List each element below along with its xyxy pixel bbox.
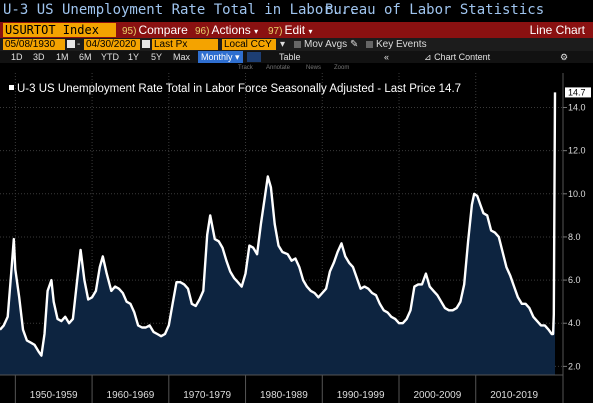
- unemployment-chart: 2.0 4.0 6.0 8.0 10.0 12.0 14.0 1950-1959 1960-1…: [0, 73, 593, 403]
- x-tick-label: 1980-1989: [260, 390, 308, 401]
- annotate-tool[interactable]: Annotate: [266, 65, 291, 71]
- y-axis-labels: 2.0 4.0 6.0 8.0 10.0 12.0 14.0: [563, 103, 586, 371]
- price-field-dropdown[interactable]: Last Px: [152, 39, 218, 50]
- periodicity-label: Monthly: [201, 52, 233, 62]
- window-title: U-3 US Unemployment Rate Total in Labor.…: [3, 2, 358, 18]
- range-button-max[interactable]: Max: [173, 52, 191, 62]
- actions-menu-label: Actions: [211, 23, 251, 37]
- chevron-down-icon[interactable]: ▾: [280, 39, 286, 50]
- x-tick-label: 1960-1969: [107, 390, 155, 401]
- line-chart-icon[interactable]: [247, 52, 261, 62]
- periodicity-dropdown[interactable]: Monthly ▾: [198, 51, 243, 63]
- compare-menu[interactable]: 95) Compare: [122, 23, 188, 38]
- chevron-down-icon: ▾: [235, 52, 240, 62]
- range-bar: 1D 3D 1M 6M YTD 1Y 5Y Max Monthly ▾ Tabl…: [0, 51, 593, 63]
- chart-content-label: Chart Content: [434, 52, 491, 62]
- chart-icon: ⊿: [424, 52, 432, 62]
- edit-menu-label: Edit: [284, 23, 306, 37]
- y-tick-label: 4.0: [568, 318, 581, 328]
- range-button-1y[interactable]: 1Y: [128, 52, 140, 62]
- x-tick-label: 1970-1979: [183, 390, 231, 401]
- chart-tools-bar: Track Annotate News Zoom: [0, 63, 593, 73]
- x-tick-label: 1950-1959: [30, 390, 78, 401]
- edit-menu-number: 97): [268, 26, 283, 37]
- chevron-down-icon: ▾: [308, 27, 313, 36]
- chevron-down-icon: ▾: [254, 27, 259, 36]
- legend: U-3 US Unemployment Rate Total in Labor …: [9, 83, 461, 95]
- chart-content-button[interactable]: ⊿ Chart Content: [424, 51, 490, 63]
- range-button-1m[interactable]: 1M: [56, 52, 69, 62]
- x-tick-label: 1990-1999: [337, 390, 385, 401]
- end-date-field[interactable]: 04/30/2020: [84, 39, 140, 50]
- track-tool[interactable]: Track: [238, 65, 253, 71]
- x-tick-label: 2010-2019: [490, 390, 538, 401]
- table-button[interactable]: Table: [279, 52, 301, 62]
- data-source: Bureau of Labor Statistics: [325, 2, 545, 18]
- range-button-5y[interactable]: 5Y: [151, 52, 163, 62]
- legend-swatch: [9, 85, 14, 90]
- key-events-toggle[interactable]: Key Events: [366, 38, 427, 51]
- y-tick-label: 10.0: [568, 189, 586, 199]
- y-tick-label: 8.0: [568, 232, 581, 242]
- start-date-field[interactable]: 05/08/1930: [3, 39, 65, 50]
- y-tick-label: 12.0: [568, 146, 586, 156]
- compare-menu-label: Compare: [138, 23, 188, 37]
- command-bar: USURTOT Index 95) Compare 96) Actions ▾ 97…: [0, 22, 593, 38]
- x-axis-labels: 1950-1959 1960-1969 1970-1979 1980-1989 1990…: [14, 375, 538, 403]
- range-button-3d[interactable]: 3D: [33, 52, 45, 62]
- view-type-label: Line Chart: [529, 23, 585, 37]
- gear-icon[interactable]: ⚙: [560, 52, 569, 62]
- mov-avgs-toggle[interactable]: Mov Avgs ✎: [294, 38, 358, 51]
- actions-menu[interactable]: 96) Actions ▾: [195, 23, 258, 38]
- last-price-badge: 14.7: [565, 87, 591, 98]
- checkbox-icon: [366, 41, 373, 48]
- y-tick-label: 6.0: [568, 275, 581, 285]
- compare-menu-number: 95): [122, 26, 137, 37]
- y-tick-label: 14.0: [568, 103, 586, 113]
- calendar-icon[interactable]: [67, 40, 75, 48]
- currency-dropdown[interactable]: Local CCY: [222, 39, 276, 50]
- series-area: [0, 92, 555, 376]
- actions-menu-number: 96): [195, 26, 210, 37]
- series-line: [0, 92, 557, 357]
- parameter-bar: 05/08/1930 - 04/30/2020 Last Px Local CC…: [0, 38, 593, 51]
- edit-menu[interactable]: 97) Edit ▾: [268, 23, 313, 38]
- y-tick-label: 2.0: [568, 361, 581, 371]
- range-button-6m[interactable]: 6M: [79, 52, 92, 62]
- legend-label: U-3 US Unemployment Rate Total in Labor …: [17, 83, 461, 95]
- news-tool[interactable]: News: [306, 65, 322, 71]
- range-button-ytd[interactable]: YTD: [101, 52, 119, 62]
- checkbox-icon: [294, 41, 301, 48]
- collapse-icon[interactable]: «: [384, 52, 390, 62]
- pencil-icon: ✎: [349, 39, 359, 50]
- x-tick-label: 2000-2009: [413, 390, 461, 401]
- last-price-badge-box: [565, 87, 591, 98]
- zoom-tool[interactable]: Zoom: [334, 65, 350, 71]
- calendar-icon[interactable]: [142, 40, 150, 48]
- range-button-1d[interactable]: 1D: [11, 52, 23, 62]
- window-title-bar: U-3 US Unemployment Rate Total in Labor.…: [0, 0, 593, 22]
- mov-avgs-label: Mov Avgs: [304, 39, 348, 50]
- key-events-label: Key Events: [376, 39, 427, 50]
- ticker-field[interactable]: USURTOT Index: [3, 23, 116, 37]
- last-price-badge-label: 14.7: [568, 87, 586, 97]
- date-separator-dash: -: [77, 39, 81, 50]
